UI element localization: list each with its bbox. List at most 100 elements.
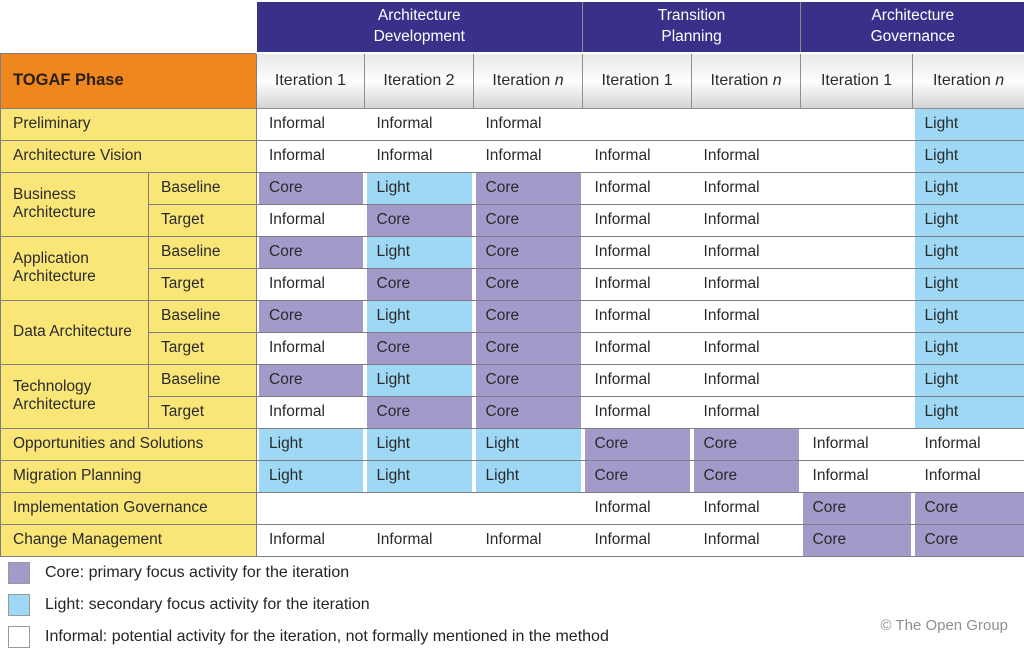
matrix-cell-informal: Informal [583, 396, 692, 428]
matrix-cell-informal: Informal [913, 428, 1024, 460]
matrix-cell-core: Core [692, 460, 801, 492]
sub-phase-label: Baseline [149, 364, 257, 396]
matrix-cell-core: Core [365, 332, 474, 364]
matrix-cell-informal: Informal [692, 524, 801, 556]
group-header-row: Architecture Development Transition Plan… [1, 1, 1024, 53]
matrix-cell-light: Light [257, 460, 365, 492]
phase-label: Data Architecture [1, 300, 149, 364]
matrix-cell-core: Core [474, 364, 583, 396]
matrix-cell-light: Light [913, 236, 1024, 268]
matrix-cell-informal: Informal [692, 396, 801, 428]
matrix-cell-light: Light [913, 108, 1024, 140]
matrix-cell-informal: Informal [692, 140, 801, 172]
matrix-cell-light: Light [913, 268, 1024, 300]
matrix-cell-informal: Informal [583, 364, 692, 396]
sub-phase-label: Target [149, 204, 257, 236]
iteration-column-header: Iteration n [692, 53, 801, 108]
matrix-cell-informal: Informal [583, 204, 692, 236]
group-header-transition-planning: Transition Planning [583, 1, 801, 53]
matrix-cell-informal: Informal [692, 236, 801, 268]
iteration-column-header: Iteration n [913, 53, 1024, 108]
matrix-cell-empty [801, 364, 913, 396]
legend-core-text: Core: primary focus activity for the ite… [45, 564, 349, 582]
phase-label: Architecture Vision [1, 140, 257, 172]
matrix-cell-informal: Informal [257, 268, 365, 300]
phase-label: Opportunities and Solutions [1, 428, 257, 460]
matrix-cell-light: Light [365, 172, 474, 204]
matrix-cell-light: Light [474, 428, 583, 460]
matrix-cell-core: Core [257, 300, 365, 332]
matrix-cell-light: Light [913, 364, 1024, 396]
matrix-cell-informal: Informal [692, 172, 801, 204]
matrix-cell-informal: Informal [692, 204, 801, 236]
matrix-cell-light: Light [474, 460, 583, 492]
matrix-cell-core: Core [474, 236, 583, 268]
sub-phase-label: Target [149, 268, 257, 300]
matrix-cell-empty [583, 108, 692, 140]
matrix-cell-informal: Informal [913, 460, 1024, 492]
legend-item-core: Core: primary focus activity for the ite… [8, 562, 609, 584]
matrix-cell-informal: Informal [801, 428, 913, 460]
matrix-cell-informal: Informal [257, 524, 365, 556]
sub-phase-label: Baseline [149, 172, 257, 204]
matrix-cell-core: Core [257, 236, 365, 268]
matrix-cell-informal: Informal [257, 204, 365, 236]
matrix-cell-informal: Informal [257, 396, 365, 428]
sub-phase-label: Target [149, 332, 257, 364]
matrix-cell-core: Core [692, 428, 801, 460]
sub-phase-label: Target [149, 396, 257, 428]
matrix-cell-empty [801, 332, 913, 364]
matrix-cell-light: Light [913, 204, 1024, 236]
legend-light-text: Light: secondary focus activity for the … [45, 596, 370, 614]
matrix-cell-empty [801, 108, 913, 140]
matrix-cell-core: Core [365, 268, 474, 300]
matrix-cell-core: Core [583, 428, 692, 460]
matrix-cell-informal: Informal [692, 300, 801, 332]
matrix-cell-empty [474, 492, 583, 524]
matrix-cell-informal: Informal [365, 140, 474, 172]
matrix-cell-empty [692, 108, 801, 140]
matrix-cell-core: Core [474, 172, 583, 204]
phase-label: Change Management [1, 524, 257, 556]
group-header-architecture-governance: Architecture Governance [801, 1, 1024, 53]
matrix-cell-light: Light [365, 460, 474, 492]
matrix-cell-empty [801, 396, 913, 428]
matrix-cell-informal: Informal [583, 236, 692, 268]
matrix-cell-core: Core [365, 204, 474, 236]
matrix-cell-core: Core [474, 204, 583, 236]
matrix-cell-light: Light [913, 300, 1024, 332]
matrix-cell-informal: Informal [583, 300, 692, 332]
matrix-cell-empty [801, 140, 913, 172]
togaf-iteration-matrix: Architecture Development Transition Plan… [0, 0, 1024, 557]
informal-swatch-icon [8, 626, 30, 648]
matrix-cell-informal: Informal [474, 108, 583, 140]
core-swatch-icon [8, 562, 30, 584]
light-swatch-icon [8, 594, 30, 616]
matrix-cell-core: Core [801, 524, 913, 556]
matrix-cell-informal: Informal [474, 524, 583, 556]
matrix-cell-light: Light [365, 236, 474, 268]
legend-item-light: Light: secondary focus activity for the … [8, 594, 609, 616]
matrix-cell-core: Core [474, 268, 583, 300]
iteration-column-header: Iteration n [474, 53, 583, 108]
matrix-cell-informal: Informal [583, 524, 692, 556]
matrix-cell-core: Core [474, 396, 583, 428]
sub-phase-label: Baseline [149, 300, 257, 332]
phase-label: Application Architecture [1, 236, 149, 300]
matrix-cell-core: Core [913, 492, 1024, 524]
matrix-cell-core: Core [913, 524, 1024, 556]
matrix-cell-empty [365, 492, 474, 524]
matrix-cell-informal: Informal [583, 172, 692, 204]
matrix-cell-light: Light [913, 332, 1024, 364]
matrix-cell-light: Light [365, 428, 474, 460]
matrix-cell-core: Core [583, 460, 692, 492]
matrix-cell-informal: Informal [257, 332, 365, 364]
phase-column-header: TOGAF Phase [1, 53, 257, 108]
